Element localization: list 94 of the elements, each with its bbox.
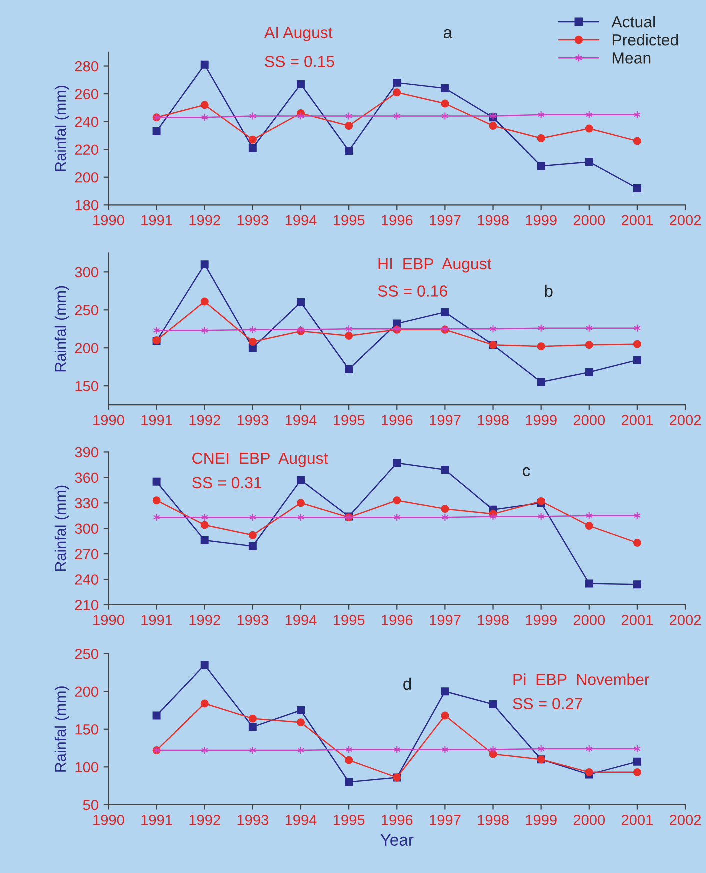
x-tick-label: 1994	[286, 215, 317, 226]
y-tick-label: 360	[75, 472, 98, 484]
text: Pi EBP November	[514, 674, 650, 686]
x-tick-label: 1994	[286, 615, 317, 626]
x-tick-label: 2002	[670, 815, 702, 826]
x-tick-label: 1998	[478, 815, 509, 826]
x-tick-label: 1999	[526, 815, 557, 826]
text: SS = 0.31	[192, 477, 262, 489]
x-tick-label: 1993	[238, 815, 269, 826]
y-axis-title: Rainfal (mm)	[54, 286, 70, 372]
x-tick-label: 2001	[622, 215, 653, 226]
x-tick-label: 1998	[478, 615, 509, 626]
x-tick-label: 1996	[382, 815, 413, 826]
x-tick-label: 2000	[574, 615, 606, 626]
x-tick-label: 1991	[142, 415, 172, 426]
y-axis-title: Rainfal (mm)	[54, 486, 70, 572]
y-axis-title: Rainfal (mm)	[54, 86, 70, 172]
x-tick-label: 1999	[526, 415, 557, 426]
x-tick-label: 1999	[526, 215, 557, 226]
x-tick-label: 1992	[190, 415, 220, 426]
y-tick-label: 100	[76, 762, 98, 773]
y-tick-label: 250	[75, 305, 98, 316]
x-tick-label: 2002	[670, 215, 702, 226]
x-tick-label: 1994	[286, 415, 317, 426]
x-tick-label: 1995	[334, 215, 365, 226]
x-tick-label: 2001	[622, 415, 653, 426]
chart-subtitle: SS = 0.15	[265, 56, 334, 68]
y-tick-label: 210	[75, 600, 98, 610]
x-tick-label: 1995	[334, 815, 365, 826]
x-tick-label: 1991	[142, 615, 172, 626]
annotation: b	[545, 284, 553, 298]
x-tick-label: 1995	[334, 415, 365, 426]
y-tick-label: 50	[83, 800, 98, 810]
x-tick-label: 2000	[574, 215, 606, 226]
y-tick-label: 200	[75, 172, 98, 183]
x-tick-label: 1992	[190, 815, 220, 826]
x-tick-label: 1994	[286, 815, 317, 826]
legend-label: Mean	[612, 52, 651, 64]
x-tick-label: 1996	[382, 615, 413, 626]
text: SS = 0.16	[378, 286, 448, 297]
y-tick-label: 150	[76, 724, 98, 735]
x-tick-label: 2002	[670, 615, 702, 626]
x-tick-label: 1996	[382, 215, 413, 226]
x-tick-label: 1992	[190, 615, 220, 626]
x-tick-label: 1991	[142, 215, 172, 226]
legend-label: Actual	[612, 16, 655, 28]
x-tick-label: 1999	[526, 615, 557, 626]
x-tick-label: 1992	[190, 215, 220, 226]
x-tick-label: 2001	[622, 815, 653, 826]
x-tick-label: 1993	[238, 415, 269, 426]
text: SS = 0.27	[513, 698, 582, 710]
chart-title: AI August	[264, 27, 333, 42]
y-tick-label: 220	[75, 144, 98, 156]
x-tick-label: 1993	[238, 215, 269, 226]
y-tick-label: 240	[75, 116, 98, 128]
x-tick-label: 2002	[670, 415, 702, 426]
x-tick-label: 1990	[94, 415, 124, 426]
text: a	[444, 29, 453, 39]
x-tick-label: 1997	[430, 415, 461, 426]
y-tick-label: 180	[76, 200, 98, 211]
x-tick-label: 1997	[430, 215, 461, 226]
annotation: d	[404, 678, 412, 690]
x-tick-label: 1996	[382, 415, 413, 426]
annotation: c	[523, 467, 530, 477]
y-tick-label: 330	[75, 498, 98, 509]
legend-label: Predicted	[612, 34, 678, 46]
y-tick-label: 240	[75, 574, 98, 585]
y-tick-label: 200	[75, 686, 98, 698]
y-axis-title: Rainfal (mm)	[54, 686, 70, 772]
y-tick-label: 300	[75, 524, 98, 534]
x-tick-label: 1990	[94, 215, 124, 226]
y-tick-label: 250	[75, 648, 98, 660]
x-tick-label: 1993	[238, 615, 269, 626]
x-tick-label: 2000	[574, 815, 606, 826]
y-tick-label: 150	[76, 381, 98, 392]
x-tick-label: 1990	[94, 815, 124, 826]
x-tick-label: 1997	[430, 815, 461, 826]
x-tick-label: 1995	[334, 615, 365, 626]
chart-title: HI EBP August	[378, 258, 492, 273]
y-tick-label: 280	[75, 61, 98, 72]
x-axis-title: Year	[380, 834, 414, 846]
y-tick-label: 300	[75, 267, 98, 278]
x-tick-label: 1997	[430, 615, 461, 626]
x-tick-label: 1990	[94, 615, 124, 626]
chart-title: CNEI EBP August	[192, 452, 328, 468]
y-tick-label: 270	[75, 549, 98, 560]
y-tick-label: 390	[75, 447, 98, 458]
y-tick-label: 200	[75, 343, 98, 354]
y-tick-label: 260	[75, 89, 98, 100]
x-tick-label: 1991	[142, 815, 172, 826]
x-tick-label: 2000	[574, 415, 606, 426]
x-tick-label: 1998	[478, 415, 509, 426]
x-tick-label: 1998	[478, 215, 509, 226]
x-tick-label: 2001	[622, 615, 653, 626]
